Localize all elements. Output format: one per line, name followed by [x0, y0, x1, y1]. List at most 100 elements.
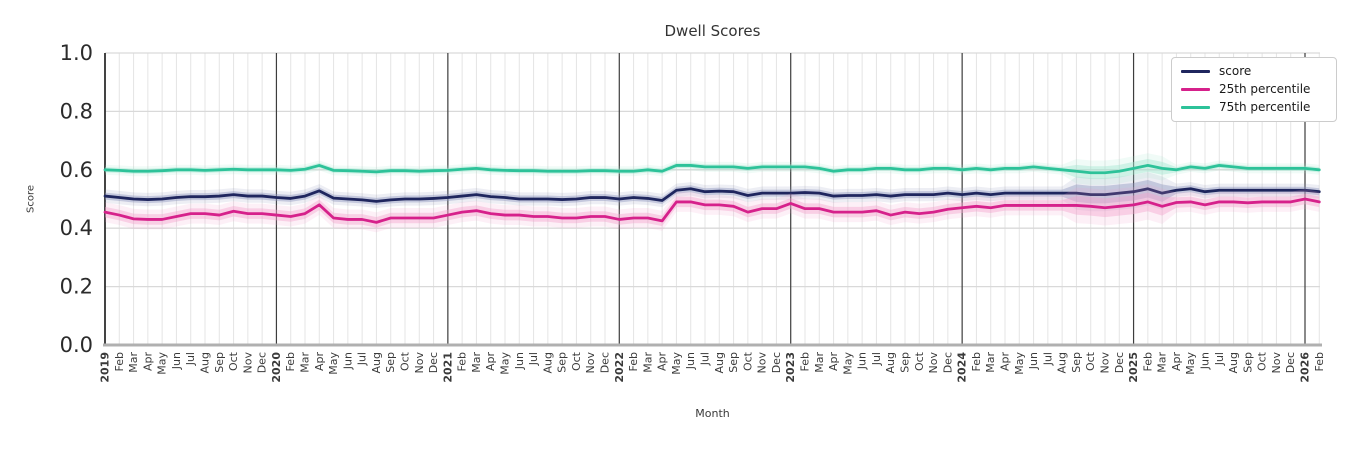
- svg-text:2020: 2020: [270, 352, 283, 383]
- y-axis-label: Score: [25, 184, 37, 214]
- svg-text:2024: 2024: [956, 352, 969, 383]
- svg-text:2019: 2019: [99, 352, 112, 383]
- svg-text:Jul: Jul: [527, 352, 540, 366]
- svg-text:Feb: Feb: [799, 352, 812, 371]
- svg-text:May: May: [841, 352, 854, 375]
- svg-text:Feb: Feb: [284, 352, 297, 371]
- svg-text:Dec: Dec: [599, 352, 612, 373]
- svg-text:Sep: Sep: [384, 352, 397, 373]
- legend-label-25th-percentile: 25th percentile: [1219, 82, 1311, 96]
- svg-text:Mar: Mar: [470, 352, 483, 373]
- svg-text:Sep: Sep: [1241, 352, 1254, 373]
- svg-text:Aug: Aug: [541, 352, 554, 373]
- svg-text:Oct: Oct: [227, 351, 240, 371]
- svg-text:May: May: [499, 352, 512, 375]
- svg-text:Mar: Mar: [299, 352, 312, 373]
- x-axis-label: Month: [695, 407, 730, 420]
- svg-text:Sep: Sep: [899, 352, 912, 373]
- svg-text:Jul: Jul: [870, 352, 883, 366]
- svg-text:May: May: [1184, 352, 1197, 375]
- x-tick-labels: 2019 Feb Mar Apr May Jun Jul Aug Sep Oct Nov Dec 202…: [99, 351, 1326, 382]
- svg-text:Sep: Sep: [1070, 352, 1083, 373]
- svg-text:Jun: Jun: [341, 352, 354, 370]
- legend-label-75th-percentile: 75th percentile: [1219, 100, 1311, 114]
- svg-text:Oct: Oct: [741, 351, 754, 371]
- svg-text:Jun: Jun: [1199, 352, 1212, 370]
- legend: score 25th percentile 75th percentile: [1171, 57, 1337, 122]
- svg-text:May: May: [670, 352, 683, 375]
- svg-text:Apr: Apr: [141, 352, 154, 372]
- svg-text:Mar: Mar: [127, 352, 140, 373]
- svg-text:Feb: Feb: [113, 352, 126, 371]
- series-score: [103, 172, 1321, 212]
- svg-text:Oct: Oct: [399, 351, 412, 371]
- svg-text:Nov: Nov: [1099, 352, 1112, 374]
- svg-text:Sep: Sep: [727, 352, 740, 373]
- svg-text:Dec: Dec: [1113, 352, 1126, 373]
- legend-item-75th-percentile: 75th percentile: [1181, 101, 1328, 114]
- svg-text:2026: 2026: [1299, 352, 1312, 383]
- svg-text:May: May: [1013, 352, 1026, 375]
- svg-text:Aug: Aug: [884, 352, 897, 373]
- legend-item-25th-percentile: 25th percentile: [1181, 83, 1328, 96]
- svg-text:0.0: 0.0: [60, 333, 93, 357]
- svg-text:Aug: Aug: [713, 352, 726, 373]
- svg-text:0.6: 0.6: [60, 158, 93, 182]
- svg-text:Nov: Nov: [584, 352, 597, 374]
- svg-text:Mar: Mar: [813, 352, 826, 373]
- y-tick-labels: 0.0 0.2 0.4 0.6 0.8 1.0: [60, 41, 93, 357]
- svg-text:Apr: Apr: [656, 352, 669, 372]
- svg-text:Mar: Mar: [984, 352, 997, 373]
- svg-text:Jul: Jul: [1213, 352, 1226, 366]
- svg-text:Aug: Aug: [199, 352, 212, 373]
- svg-text:Dec: Dec: [770, 352, 783, 373]
- svg-text:Apr: Apr: [1170, 352, 1183, 372]
- svg-text:Nov: Nov: [927, 352, 940, 374]
- legend-swatch-score: [1181, 70, 1210, 73]
- svg-text:Aug: Aug: [370, 352, 383, 373]
- svg-text:Dec: Dec: [941, 352, 954, 373]
- svg-text:May: May: [156, 352, 169, 375]
- svg-text:2025: 2025: [1127, 352, 1140, 383]
- svg-text:Jun: Jun: [856, 352, 869, 370]
- svg-text:Apr: Apr: [827, 352, 840, 372]
- svg-text:0.2: 0.2: [60, 275, 93, 299]
- svg-text:Jul: Jul: [356, 352, 369, 366]
- svg-text:Aug: Aug: [1056, 352, 1069, 373]
- svg-text:Dec: Dec: [427, 352, 440, 373]
- svg-text:Jul: Jul: [184, 352, 197, 366]
- svg-text:Nov: Nov: [241, 352, 254, 374]
- svg-text:0.4: 0.4: [60, 216, 93, 240]
- month-gridlines: [118, 53, 1320, 345]
- svg-text:Jun: Jun: [170, 352, 183, 370]
- svg-text:0.8: 0.8: [60, 99, 93, 123]
- svg-text:Feb: Feb: [456, 352, 469, 371]
- svg-text:Mar: Mar: [1156, 352, 1169, 373]
- axes-spines: [103, 53, 1322, 347]
- svg-text:Nov: Nov: [413, 352, 426, 374]
- svg-text:Apr: Apr: [313, 352, 326, 372]
- svg-text:Oct: Oct: [1256, 351, 1269, 371]
- svg-text:2023: 2023: [784, 352, 797, 383]
- svg-text:Apr: Apr: [484, 352, 497, 372]
- series-75th-percentile: [103, 153, 1321, 185]
- chart-title: Dwell Scores: [664, 22, 761, 40]
- svg-text:Mar: Mar: [641, 352, 654, 373]
- legend-item-score: score: [1181, 65, 1328, 78]
- svg-text:Jun: Jun: [513, 352, 526, 370]
- svg-text:Jul: Jul: [1041, 352, 1054, 366]
- svg-text:Feb: Feb: [627, 352, 640, 371]
- legend-swatch-75th-percentile: [1181, 106, 1210, 109]
- svg-text:Feb: Feb: [1141, 352, 1154, 371]
- svg-text:Jun: Jun: [684, 352, 697, 370]
- svg-text:Nov: Nov: [1270, 352, 1283, 374]
- svg-text:Feb: Feb: [970, 352, 983, 371]
- series-25th-percentile: [103, 184, 1321, 233]
- svg-text:Jul: Jul: [699, 352, 712, 366]
- svg-text:Jun: Jun: [1027, 352, 1040, 370]
- svg-text:2021: 2021: [441, 352, 454, 383]
- svg-text:2022: 2022: [613, 352, 626, 383]
- svg-text:Aug: Aug: [1227, 352, 1240, 373]
